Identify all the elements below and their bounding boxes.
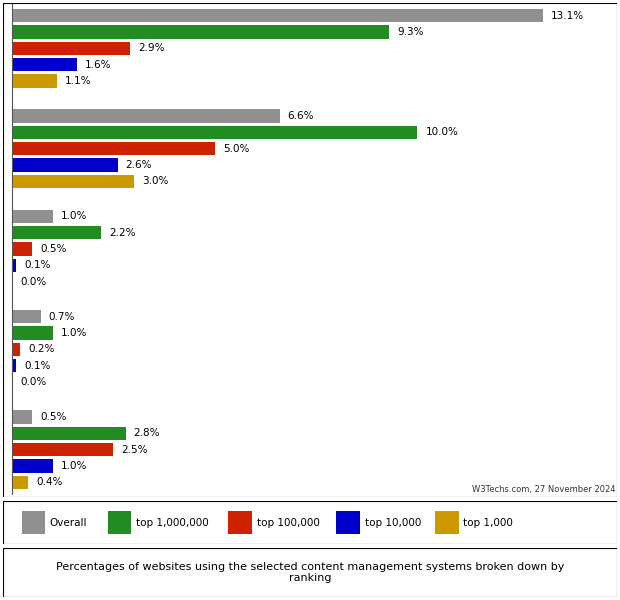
Text: top 10,000: top 10,000 — [365, 518, 421, 527]
Bar — [12, 242, 32, 256]
Bar — [12, 210, 53, 223]
Text: 2.5%: 2.5% — [122, 445, 148, 455]
Bar — [12, 427, 126, 440]
FancyBboxPatch shape — [3, 548, 617, 597]
Bar — [12, 158, 118, 172]
Bar — [12, 226, 101, 239]
Bar — [12, 476, 29, 489]
Text: 0.2%: 0.2% — [29, 344, 55, 355]
FancyBboxPatch shape — [228, 511, 252, 535]
Text: top 1,000,000: top 1,000,000 — [136, 518, 209, 527]
Bar — [12, 326, 53, 340]
Bar — [12, 142, 215, 155]
Text: 0.5%: 0.5% — [40, 244, 67, 254]
Bar — [12, 259, 16, 272]
Bar — [12, 443, 113, 457]
FancyBboxPatch shape — [337, 511, 360, 535]
Text: top 100,000: top 100,000 — [257, 518, 319, 527]
Bar — [12, 58, 77, 71]
Bar — [12, 74, 57, 88]
Text: 1.1%: 1.1% — [65, 76, 91, 86]
Text: 0.0%: 0.0% — [20, 377, 46, 387]
Text: 5.0%: 5.0% — [223, 143, 249, 154]
Text: 2.6%: 2.6% — [126, 160, 152, 170]
Text: 0.1%: 0.1% — [24, 260, 51, 271]
Text: 0.1%: 0.1% — [24, 361, 51, 371]
FancyBboxPatch shape — [3, 501, 617, 544]
Text: 0.5%: 0.5% — [40, 412, 67, 422]
Text: Percentages of websites using the selected content management systems broken dow: Percentages of websites using the select… — [56, 562, 564, 583]
Text: 2.8%: 2.8% — [134, 428, 160, 439]
Text: 1.0%: 1.0% — [61, 328, 87, 338]
Bar — [12, 460, 53, 473]
FancyBboxPatch shape — [435, 511, 459, 535]
Text: 13.1%: 13.1% — [551, 11, 584, 20]
Bar — [12, 175, 134, 188]
Bar — [12, 310, 40, 323]
FancyBboxPatch shape — [22, 511, 45, 535]
Bar — [12, 410, 32, 424]
Text: 0.0%: 0.0% — [20, 277, 46, 287]
Text: 1.6%: 1.6% — [85, 59, 112, 70]
Text: 10.0%: 10.0% — [425, 127, 458, 137]
Bar — [12, 25, 389, 38]
FancyBboxPatch shape — [108, 511, 131, 535]
Bar — [12, 343, 20, 356]
Bar — [12, 9, 543, 22]
Text: 6.6%: 6.6% — [288, 111, 314, 121]
Text: Overall: Overall — [50, 518, 87, 527]
Text: W3Techs.com, 27 November 2024: W3Techs.com, 27 November 2024 — [472, 485, 616, 494]
Text: 1.0%: 1.0% — [61, 211, 87, 221]
Text: 3.0%: 3.0% — [142, 176, 168, 187]
Text: 1.0%: 1.0% — [61, 461, 87, 471]
Bar — [12, 359, 16, 373]
Bar — [12, 41, 130, 55]
Bar — [12, 109, 280, 122]
Text: 2.9%: 2.9% — [138, 43, 164, 53]
Text: 9.3%: 9.3% — [397, 27, 423, 37]
Text: 2.2%: 2.2% — [109, 227, 136, 238]
Text: top 1,000: top 1,000 — [463, 518, 513, 527]
Text: 0.7%: 0.7% — [48, 311, 75, 322]
Bar — [12, 125, 417, 139]
Text: 0.4%: 0.4% — [37, 478, 63, 487]
